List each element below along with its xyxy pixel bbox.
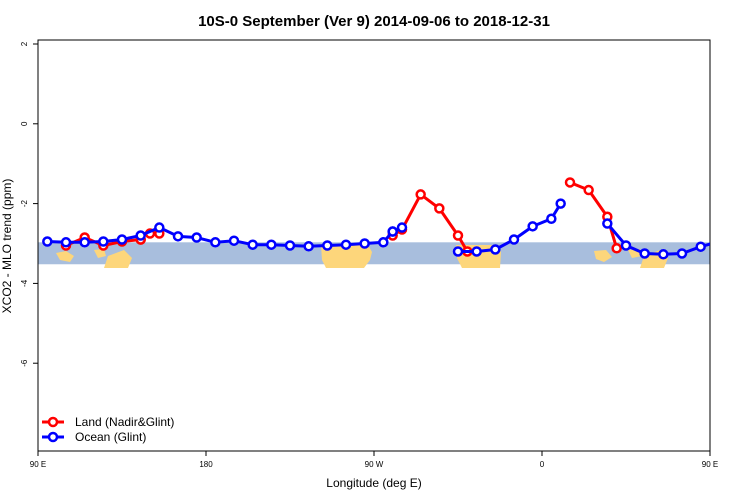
- x-tick-label: 0: [540, 460, 545, 469]
- data-point: [228, 235, 240, 246]
- data-point: [191, 232, 202, 243]
- x-tick-label: 90 E: [702, 460, 718, 469]
- map-band: [38, 242, 710, 268]
- legend-marker-ocean: [47, 431, 59, 443]
- data-point: [734, 240, 742, 248]
- data-point: [322, 240, 333, 251]
- series-line: [569, 181, 619, 249]
- land-indonesia-3: [594, 250, 612, 262]
- data-point: [564, 177, 576, 188]
- data-point: [715, 238, 723, 246]
- data-point: [695, 241, 706, 252]
- data-point: [303, 241, 314, 252]
- data-point: [734, 238, 742, 246]
- series-layer: [42, 177, 750, 260]
- data-point: [79, 237, 90, 248]
- data-point: [98, 236, 109, 247]
- data-point: [452, 246, 464, 257]
- data-point: [60, 237, 72, 248]
- land-indonesia-2: [94, 249, 106, 258]
- y-tick-label: -4: [20, 279, 29, 287]
- data-point: [415, 189, 426, 200]
- x-tick-label: 90 E: [30, 460, 46, 469]
- y-axis: 2 0 -2 -4 -6: [20, 41, 38, 367]
- land-australia-1: [104, 250, 132, 268]
- y-tick-label: 0: [20, 121, 29, 126]
- data-point: [116, 234, 128, 245]
- data-point: [508, 234, 520, 245]
- data-point: [676, 248, 688, 259]
- y-tick-label: -6: [20, 359, 29, 367]
- data-point: [611, 243, 622, 254]
- legend-label-ocean: Ocean (Glint): [75, 430, 146, 444]
- data-point: [359, 238, 370, 249]
- legend: Land (Nadir&Glint) Ocean (Glint): [42, 415, 174, 444]
- data-point: [602, 218, 613, 229]
- data-point: [172, 231, 184, 242]
- x-tick-label: 180: [199, 460, 213, 469]
- data-point: [658, 249, 669, 260]
- data-point: [387, 226, 398, 237]
- data-point: [452, 230, 464, 241]
- ocean-band: [38, 242, 710, 265]
- series-ocean: [42, 198, 742, 260]
- y-tick-label: 2: [20, 41, 29, 46]
- data-point: [284, 240, 296, 251]
- data-point: [620, 240, 632, 251]
- data-point: [396, 222, 408, 233]
- data-point: [340, 239, 352, 250]
- x-axis: 90 E 180 90 W 0 90 E: [30, 451, 718, 469]
- data-point: [555, 198, 566, 209]
- y-tick-label: -2: [20, 200, 29, 208]
- data-point: [639, 248, 650, 259]
- land-south-america: [321, 245, 372, 268]
- data-point: [434, 203, 445, 214]
- data-point: [266, 239, 277, 250]
- data-point: [546, 213, 557, 225]
- data-point: [583, 184, 594, 196]
- legend-label-land: Land (Nadir&Glint): [75, 415, 174, 429]
- y-axis-label: XCO2 - MLO trend (ppm): [0, 179, 14, 314]
- data-point: [42, 236, 53, 247]
- data-point: [490, 244, 501, 255]
- land-indonesia-1: [56, 251, 74, 262]
- data-point: [247, 239, 258, 250]
- data-point: [154, 222, 165, 233]
- data-point: [135, 230, 146, 241]
- data-point: [527, 221, 538, 232]
- series-line: [738, 234, 750, 246]
- x-tick-label: 90 W: [365, 460, 384, 469]
- chart-title: 10S-0 September (Ver 9) 2014-09-06 to 20…: [198, 13, 550, 30]
- x-axis-label: Longitude (deg E): [326, 476, 421, 490]
- series-line: [606, 222, 710, 256]
- data-point: [378, 237, 389, 248]
- data-point: [210, 237, 221, 248]
- data-point: [471, 246, 482, 257]
- legend-marker-land: [47, 416, 59, 428]
